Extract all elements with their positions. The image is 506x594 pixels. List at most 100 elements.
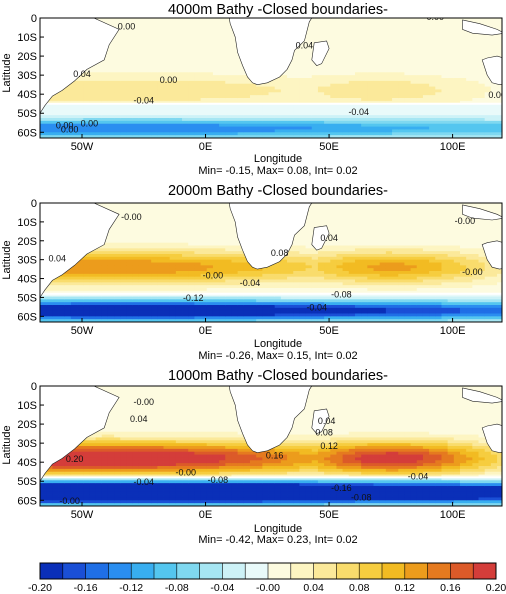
field-cell	[435, 106, 442, 110]
field-cell	[107, 203, 115, 207]
field-cell	[497, 92, 502, 96]
field-cell	[151, 135, 158, 138]
field-cell	[200, 203, 208, 207]
field-cell	[355, 38, 362, 42]
field-cell	[416, 35, 424, 39]
field-cell	[404, 23, 411, 27]
field-cell	[453, 66, 461, 70]
field-cell	[422, 89, 430, 93]
field-cell	[219, 234, 226, 238]
field-cell	[182, 316, 189, 320]
field-cell	[157, 40, 164, 45]
field-cell	[478, 38, 486, 42]
field-cell	[138, 282, 146, 286]
field-cell	[138, 296, 146, 300]
field-cell	[101, 316, 109, 320]
field-cell	[497, 120, 502, 125]
field-cell	[132, 63, 140, 67]
field-cell	[132, 135, 140, 138]
field-cell	[138, 248, 146, 252]
field-cell	[466, 32, 473, 36]
field-cell	[367, 129, 374, 133]
field-cell	[89, 135, 96, 138]
field-cell	[410, 23, 418, 27]
field-cell	[225, 239, 232, 244]
field-cell	[132, 126, 140, 130]
field-cell	[361, 38, 368, 42]
field-cell	[138, 231, 146, 235]
field-cell	[274, 106, 282, 110]
field-cell	[225, 271, 232, 275]
field-cell	[274, 282, 282, 286]
field-cell	[497, 18, 502, 22]
field-cell	[212, 319, 220, 322]
field-cell	[107, 262, 115, 266]
field-cell	[274, 290, 282, 295]
field-cell	[120, 120, 127, 125]
field-cell	[404, 40, 411, 45]
field-cell	[70, 126, 78, 130]
field-cell	[126, 38, 134, 42]
field-cell	[83, 106, 90, 110]
field-cell	[243, 80, 251, 85]
field-cell	[422, 35, 430, 39]
field-cell	[373, 60, 381, 65]
field-cell	[120, 115, 127, 119]
field-cell	[212, 52, 220, 56]
field-cell	[194, 20, 201, 25]
field-cell	[299, 239, 306, 244]
field-cell	[262, 293, 269, 297]
field-cell	[429, 29, 436, 33]
field-cell	[256, 83, 263, 87]
field-cell	[219, 211, 226, 215]
field-cell	[225, 23, 232, 27]
field-cell	[182, 288, 189, 292]
field-cell	[107, 72, 115, 76]
field-cell	[77, 276, 84, 280]
field-cell	[101, 95, 109, 99]
field-cell	[182, 217, 189, 221]
field-cell	[287, 95, 294, 99]
field-cell	[95, 72, 103, 76]
field-cell	[274, 316, 282, 320]
field-cell	[120, 296, 127, 300]
field-cell	[101, 115, 109, 119]
field-cell	[114, 123, 121, 127]
field-cell	[348, 38, 356, 42]
field-cell	[151, 63, 158, 67]
field-cell	[120, 95, 127, 99]
field-cell	[243, 290, 251, 295]
field-cell	[95, 118, 103, 122]
field-cell	[70, 265, 78, 269]
field-cell	[157, 214, 164, 218]
field-cell	[453, 103, 461, 107]
field-cell	[206, 237, 214, 241]
field-cell	[212, 296, 220, 300]
field-cell	[225, 126, 232, 130]
field-cell	[175, 58, 183, 62]
field-cell	[175, 316, 183, 320]
field-cell	[225, 32, 232, 36]
field-cell	[126, 217, 134, 221]
field-cell	[188, 100, 195, 105]
field-cell	[299, 279, 306, 283]
field-cell	[200, 225, 208, 229]
field-cell	[157, 276, 164, 280]
field-cell	[373, 69, 381, 73]
field-cell	[472, 18, 479, 22]
field-cell	[200, 115, 208, 119]
field-cell	[392, 66, 399, 70]
field-cell	[145, 262, 152, 266]
field-cell	[497, 132, 502, 136]
field-cell	[330, 112, 337, 116]
field-cell	[287, 126, 294, 130]
field-cell	[422, 49, 430, 53]
field-cell	[237, 305, 245, 309]
field-cell	[182, 58, 189, 62]
field-cell	[83, 112, 90, 116]
field-cell	[151, 132, 158, 136]
field-cell	[89, 115, 96, 119]
field-cell	[355, 52, 362, 56]
field-cell	[120, 211, 127, 215]
field-cell	[163, 83, 171, 87]
